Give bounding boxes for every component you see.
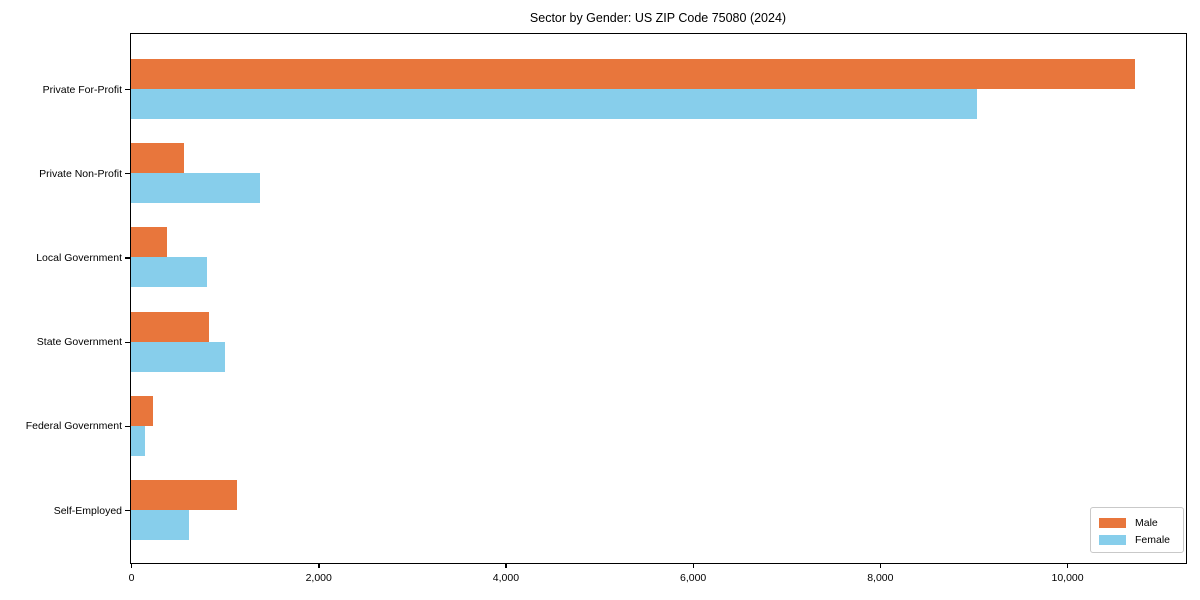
legend-swatch-female	[1099, 534, 1126, 545]
legend: Male Female	[1090, 507, 1184, 553]
bar-female-state-government	[131, 341, 225, 372]
y-tick	[125, 425, 130, 428]
x-tick-label: 4,000	[492, 572, 520, 584]
x-tick	[131, 564, 133, 568]
category-label-state-government: State Government	[36, 336, 122, 349]
x-tick-label: 0	[128, 572, 135, 584]
chart-title: Sector by Gender: US ZIP Code 75080 (202…	[529, 11, 787, 25]
bar-female-self-employed	[131, 510, 190, 540]
bar-female-local-government	[131, 257, 207, 288]
legend-label-male: Male	[1135, 516, 1158, 529]
x-tick-label: 10,000	[1051, 572, 1084, 584]
legend-item-male: Male	[1099, 514, 1175, 531]
category-label-private-for-profit: Private For-Profit	[42, 83, 122, 96]
y-tick	[125, 510, 130, 512]
bar-male-private-for-profit	[131, 59, 1135, 89]
x-tick-label: 8,000	[867, 572, 894, 584]
bar-female-private-non-profit	[131, 173, 260, 204]
legend-label-female: Female	[1135, 533, 1171, 546]
x-tick	[879, 564, 882, 568]
category-label-private-non-profit: Private Non-Profit	[39, 167, 122, 180]
legend-swatch-male	[1099, 517, 1126, 528]
x-tick	[318, 564, 320, 568]
bar-male-state-government	[131, 311, 209, 342]
legend-item-female: Female	[1099, 531, 1175, 548]
category-label-federal-government: Federal Government	[25, 420, 122, 433]
bar-female-private-for-profit	[131, 89, 978, 119]
category-label-local-government: Local Government	[36, 251, 122, 264]
y-tick	[125, 341, 130, 343]
bar-female-federal-government	[131, 425, 146, 456]
category-label-self-employed: Self-Employed	[53, 504, 122, 517]
plot-area	[130, 33, 1187, 564]
y-tick	[125, 257, 130, 259]
x-tick	[505, 564, 507, 568]
bar-male-private-non-profit	[131, 143, 184, 174]
y-tick	[125, 173, 130, 175]
x-tick-label: 6,000	[679, 572, 707, 584]
bar-male-federal-government	[131, 395, 153, 426]
bar-male-local-government	[131, 227, 168, 258]
x-tick	[1067, 564, 1069, 568]
x-tick-label: 2,000	[305, 572, 332, 584]
x-tick	[692, 564, 694, 568]
bar-male-self-employed	[131, 480, 237, 510]
y-tick	[125, 89, 130, 91]
